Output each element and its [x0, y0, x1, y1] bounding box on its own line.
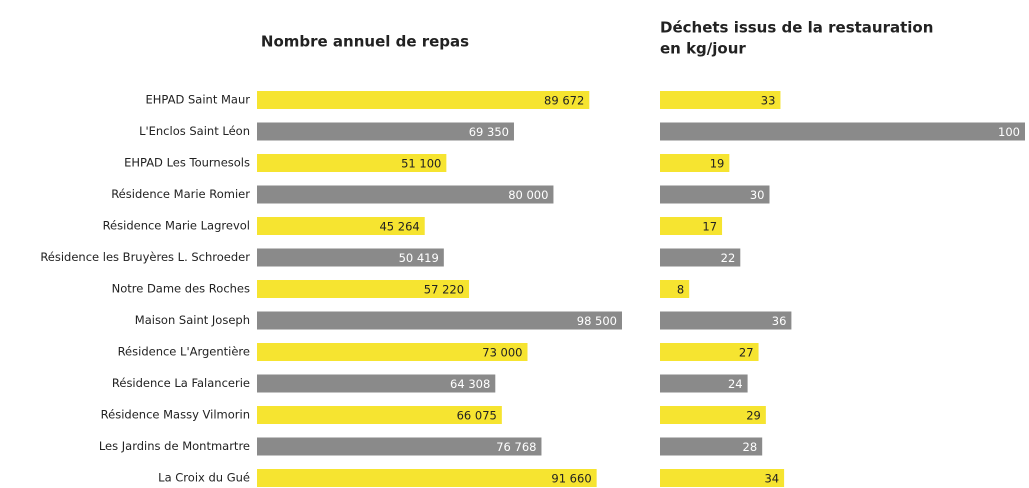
- value-label: 19: [710, 157, 725, 171]
- value-label: 8: [677, 283, 684, 297]
- value-label: 24: [728, 377, 743, 391]
- bar: [257, 122, 514, 141]
- value-label: 34: [764, 472, 779, 486]
- bar: [257, 374, 496, 393]
- chart-title: Déchets issus de la restauration: [660, 19, 933, 37]
- bar: [660, 406, 766, 424]
- value-label: 91 660: [551, 472, 591, 486]
- value-label: 73 000: [482, 346, 522, 360]
- value-label: 30: [750, 188, 765, 202]
- bar: [660, 217, 723, 235]
- chart-title: Nombre annuel de repas: [261, 33, 469, 51]
- value-label: 27: [739, 346, 754, 360]
- category-label: Résidence Massy Vilmorin: [101, 408, 250, 422]
- category-label: L'Enclos Saint Léon: [139, 124, 250, 138]
- bar: [257, 469, 597, 487]
- value-label: 100: [998, 125, 1020, 139]
- bar: [660, 343, 759, 361]
- category-label: Notre Dame des Roches: [112, 282, 250, 296]
- bar: [660, 185, 770, 204]
- value-label: 66 075: [457, 409, 497, 423]
- value-label: 69 350: [469, 125, 509, 139]
- value-label: 28: [743, 440, 758, 454]
- value-label: 33: [761, 94, 776, 108]
- category-label: Maison Saint Joseph: [135, 313, 250, 327]
- value-label: 45 264: [379, 220, 419, 234]
- value-label: 50 419: [399, 251, 439, 265]
- chart-title: en kg/jour: [660, 40, 746, 58]
- bar: [257, 154, 447, 172]
- bar: [660, 469, 785, 487]
- bar: [660, 437, 763, 456]
- value-label: 22: [721, 251, 736, 265]
- value-label: 64 308: [450, 377, 490, 391]
- bar: [660, 248, 741, 267]
- bar: [660, 280, 690, 298]
- bar: [257, 185, 554, 204]
- value-label: 98 500: [577, 314, 617, 328]
- category-label: Les Jardins de Montmartre: [99, 439, 250, 453]
- value-label: 57 220: [424, 283, 464, 297]
- bar: [257, 311, 622, 330]
- bar: [257, 343, 528, 361]
- category-label: Résidence Marie Romier: [111, 187, 250, 201]
- value-label: 17: [702, 220, 717, 234]
- bar: [257, 217, 425, 235]
- category-label: Résidence les Bruyères L. Schroeder: [40, 250, 250, 264]
- bar: [257, 406, 502, 424]
- value-label: 51 100: [401, 157, 441, 171]
- category-label: Résidence La Falancerie: [112, 376, 250, 390]
- bar: [660, 91, 781, 109]
- category-label: Résidence Marie Lagrevol: [103, 219, 250, 233]
- category-label: EHPAD Saint Maur: [146, 93, 251, 107]
- bar: [660, 311, 792, 330]
- bar: [257, 248, 444, 267]
- value-label: 29: [746, 409, 761, 423]
- category-label: La Croix du Gué: [158, 471, 250, 485]
- bar: [660, 154, 730, 172]
- bar: [257, 280, 470, 298]
- bar: [257, 91, 590, 109]
- bar: [660, 122, 1025, 141]
- bar: [257, 437, 542, 456]
- value-label: 80 000: [508, 188, 548, 202]
- value-label: 76 768: [496, 440, 536, 454]
- value-label: 36: [772, 314, 787, 328]
- category-label: Résidence L'Argentière: [118, 345, 250, 359]
- category-label: EHPAD Les Tournesols: [124, 156, 250, 170]
- value-label: 89 672: [544, 94, 584, 108]
- bar: [660, 374, 748, 393]
